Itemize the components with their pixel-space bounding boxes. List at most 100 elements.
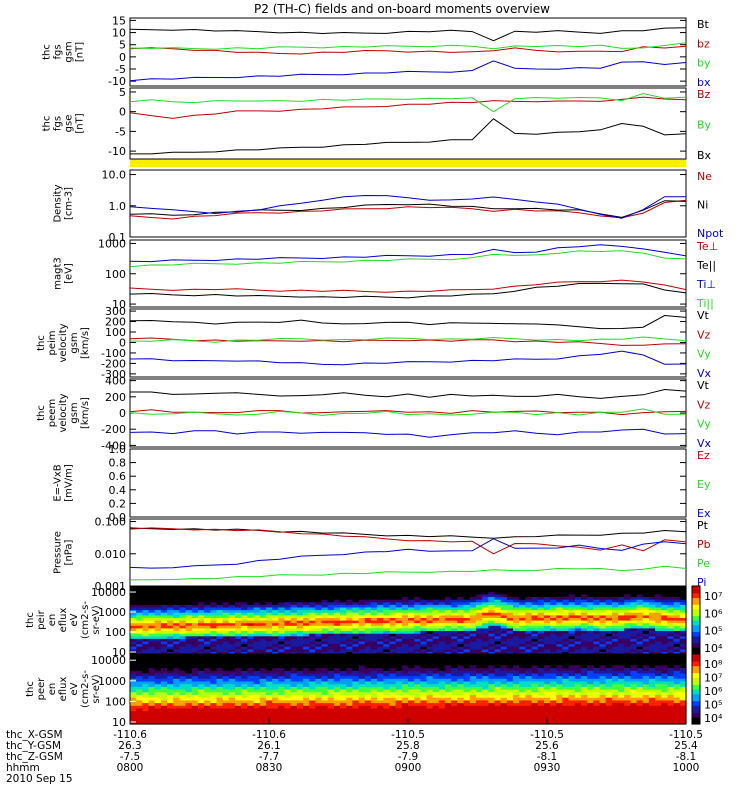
spectrogram-cell: [216, 697, 224, 701]
spectrogram-cell: [401, 689, 409, 693]
spectrogram-cell: [531, 625, 539, 629]
spectrogram-cell: [438, 593, 446, 597]
spectrogram-cell: [463, 606, 471, 611]
spectrogram-cell: [519, 648, 526, 652]
spectrogram-cell: [550, 702, 557, 706]
spectrogram-cell: [408, 604, 415, 608]
spectrogram-cell: [618, 689, 625, 693]
spectrogram-cell: [531, 699, 539, 704]
spectrogram-cell: [636, 691, 644, 695]
spectrogram-cell: [525, 622, 533, 626]
spectrogram-cell: [537, 620, 545, 624]
spectrogram-cell: [457, 591, 465, 595]
legend-entry: Vy: [697, 348, 711, 361]
spectrogram-cell: [581, 713, 588, 717]
spectrogram-cell: [636, 662, 644, 666]
spectrogram-cell: [253, 591, 261, 595]
spectrogram-cell: [352, 659, 360, 663]
spectrogram-cell: [309, 627, 316, 631]
spectrogram-cell: [556, 625, 564, 629]
spectrogram-cell: [611, 620, 619, 624]
spectrogram-cell: [383, 667, 391, 671]
spectrogram-cell: [432, 683, 440, 687]
spectrogram-cell: [648, 606, 656, 611]
spectrogram-cell: [482, 715, 489, 720]
spectrogram-cell: [364, 662, 372, 666]
spectrogram-cell: [265, 609, 273, 613]
spectrogram-cell: [445, 651, 452, 655]
spectrogram-cell: [290, 646, 298, 650]
spectrogram-cell: [290, 640, 298, 645]
spectrogram-cell: [315, 697, 323, 701]
spectrogram-cell: [228, 672, 236, 677]
spectrogram-cell: [296, 691, 304, 695]
spectrogram-cell: [185, 606, 193, 611]
spectrogram-cell: [253, 678, 261, 682]
spectrogram-cell: [222, 697, 230, 701]
legend-entry: Ni: [697, 199, 708, 212]
spectrogram-cell: [265, 633, 273, 637]
spectrogram-cell: [679, 601, 687, 605]
spectrogram-cell: [408, 662, 415, 666]
spectrogram-cell: [333, 599, 341, 603]
spectrogram-cell: [599, 697, 607, 701]
spectrogram-cell: [426, 633, 434, 637]
spectrogram-cell: [605, 606, 613, 611]
spectrogram-cell: [525, 604, 533, 608]
spectrogram-cell: [160, 670, 168, 674]
spectrogram-cell: [241, 713, 248, 717]
spectrogram-cell: [148, 614, 156, 618]
colorbar-cell: [692, 617, 700, 621]
spectrogram-cell: [531, 694, 539, 698]
spectrogram-cell: [333, 713, 341, 717]
spectrogram-cell: [648, 627, 656, 631]
spectrogram-cell: [173, 620, 180, 624]
legend-entry: Te⊥: [696, 240, 718, 253]
spectrogram-cell: [309, 675, 316, 679]
spectrogram-cell: [241, 683, 248, 687]
spectrogram-cell: [642, 640, 650, 645]
spectrogram-cell: [624, 640, 631, 645]
spectrogram-cell: [611, 643, 619, 647]
spectrogram-cell: [661, 713, 669, 717]
spectrogram-cell: [191, 721, 199, 725]
spectrogram-cell: [296, 699, 304, 704]
spectrogram-cell: [432, 667, 440, 671]
spectrogram-cell: [259, 625, 267, 629]
spectrogram-cell: [618, 651, 625, 655]
spectrogram-cell: [469, 654, 477, 658]
spectrogram-cell: [537, 638, 545, 642]
spectrogram-cell: [383, 670, 391, 674]
spectrogram-cell: [358, 683, 366, 687]
spectrogram-cell: [148, 612, 156, 616]
spectrogram-cell: [488, 707, 496, 712]
spectrogram-cell: [154, 614, 162, 618]
spectrogram-cell: [420, 606, 428, 611]
spectrogram-cell: [327, 596, 335, 600]
spectrogram-cell: [228, 675, 236, 679]
spectrogram-cell: [340, 718, 347, 722]
spectrogram-cell: [463, 691, 471, 695]
spectrogram-cell: [624, 593, 631, 597]
spectrogram-cell: [420, 697, 428, 701]
spectrogram-cell: [228, 630, 236, 634]
spectrogram-cell: [618, 588, 625, 592]
spectrogram-cell: [309, 643, 316, 647]
spectrogram-cell: [253, 588, 261, 592]
spectrogram-cell: [358, 721, 366, 725]
spectrogram-cell: [661, 609, 669, 613]
spectrogram-cell: [438, 599, 446, 603]
spectrogram-cell: [648, 675, 656, 679]
spectrogram-cell: [253, 643, 261, 647]
spectrogram-cell: [661, 588, 669, 592]
spectrogram-cell: [352, 667, 360, 671]
spectrogram-cell: [204, 694, 211, 698]
spectrogram-cell: [370, 604, 378, 608]
colorbar-cell: [692, 631, 700, 635]
spectrogram-cell: [667, 614, 675, 618]
spectrogram-cell: [525, 638, 533, 642]
spectrogram-cell: [278, 625, 286, 629]
spectrogram-cell: [494, 614, 502, 618]
spectrogram-cell: [593, 588, 601, 592]
spectrogram-cell: [445, 630, 452, 634]
